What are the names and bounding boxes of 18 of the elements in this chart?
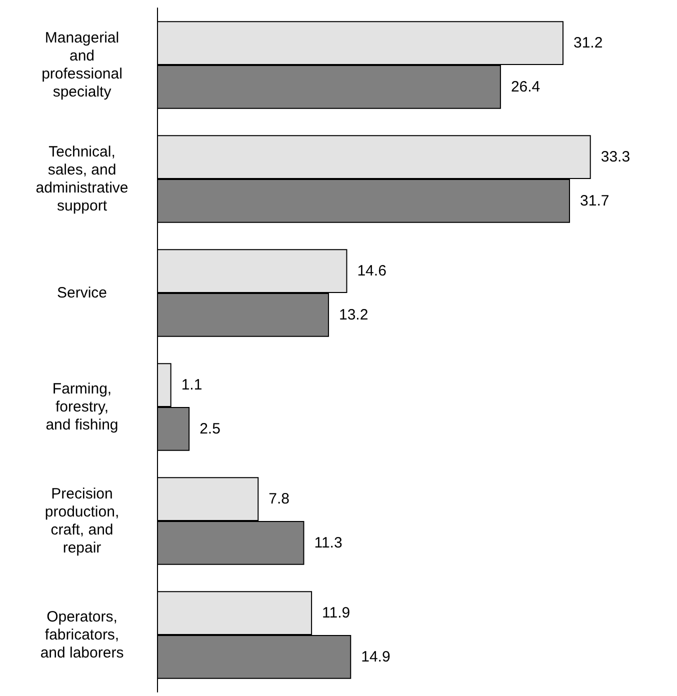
y-tick-label: Service bbox=[56, 284, 108, 302]
y-tick-label: Precision production, craft, and repair bbox=[44, 486, 120, 556]
data-label: 13.2 bbox=[338, 306, 368, 324]
y-tick-label: Farming, forestry, and fishing bbox=[46, 380, 118, 434]
data-label: 11.3 bbox=[314, 534, 342, 552]
y-tick-label: Managerial and professional specialty bbox=[42, 30, 122, 100]
y-tick-label: Technical, sales, and administrative support bbox=[36, 144, 128, 214]
data-label: 31.2 bbox=[573, 34, 603, 52]
data-label: 33.3 bbox=[600, 148, 630, 166]
y-tick-label: Operators, fabricators, and laborers bbox=[40, 608, 124, 662]
data-label: 2.5 bbox=[200, 420, 220, 438]
data-label: 26.4 bbox=[510, 78, 540, 96]
data-label: 14.9 bbox=[361, 648, 390, 666]
data-label: 7.8 bbox=[268, 490, 290, 508]
data-label: 31.7 bbox=[580, 192, 610, 210]
data-label: 14.6 bbox=[357, 262, 386, 280]
data-label: 1.1 bbox=[181, 376, 202, 394]
data-label: 11.9 bbox=[322, 604, 350, 622]
